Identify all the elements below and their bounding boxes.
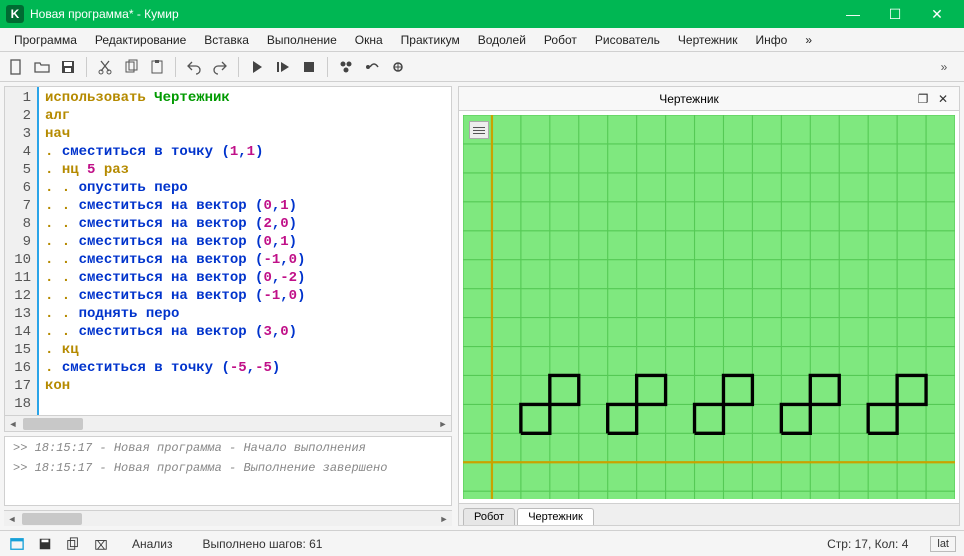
console-panel[interactable]: >> 18:15:17 - Новая программа - Начало в…: [4, 436, 452, 506]
status-analysis-label: Анализ: [124, 537, 181, 551]
menu-item-0[interactable]: Программа: [6, 31, 85, 49]
tab-Робот[interactable]: Робот: [463, 508, 515, 525]
tab-Чертежник[interactable]: Чертежник: [517, 508, 594, 525]
drafter-tabs: РоботЧертежник: [459, 503, 959, 525]
editor-hscrollbar[interactable]: ◄ ►: [5, 415, 451, 431]
save-file-button[interactable]: [56, 55, 80, 79]
status-input-mode[interactable]: lat: [930, 536, 956, 552]
menu-item-7[interactable]: Робот: [536, 31, 585, 49]
menu-item-2[interactable]: Вставка: [196, 31, 257, 49]
menu-item-3[interactable]: Выполнение: [259, 31, 345, 49]
scroll-thumb[interactable]: [22, 513, 82, 525]
drafter-title: Чертежник: [465, 92, 913, 106]
toolbar: »: [0, 52, 964, 82]
editor-panel: 123456789101112131415161718 использовать…: [4, 86, 452, 432]
main-content: 123456789101112131415161718 использовать…: [0, 82, 964, 530]
drafter-close-button[interactable]: ✕: [933, 90, 953, 108]
menu-item-5[interactable]: Практикум: [393, 31, 468, 49]
scroll-left-icon[interactable]: ◄: [5, 416, 21, 432]
open-file-button[interactable]: [30, 55, 54, 79]
canvas-menu-button[interactable]: [469, 121, 489, 139]
actor-turtle-button[interactable]: [386, 55, 410, 79]
scroll-right-icon[interactable]: ►: [436, 511, 452, 527]
menu-item-11[interactable]: »: [797, 31, 820, 49]
menu-item-9[interactable]: Чертежник: [670, 31, 746, 49]
redo-button[interactable]: [208, 55, 232, 79]
scroll-left-icon[interactable]: ◄: [4, 511, 20, 527]
status-cursor-label: Стр: 17, Кол: 4: [819, 537, 916, 551]
toolbar-overflow-button[interactable]: »: [932, 55, 956, 79]
undo-button[interactable]: [182, 55, 206, 79]
menu-item-10[interactable]: Инфо: [748, 31, 796, 49]
drafter-detach-button[interactable]: ❐: [913, 90, 933, 108]
menu-item-4[interactable]: Окна: [347, 31, 391, 49]
app-icon: K: [6, 5, 24, 23]
left-pane: 123456789101112131415161718 использовать…: [4, 86, 452, 526]
drafter-canvas-wrap: [459, 111, 959, 503]
editor-code[interactable]: использовать Чертежникалгнач. сместиться…: [39, 87, 451, 415]
status-steps-label: Выполнено шагов: 61: [195, 537, 331, 551]
drafter-canvas[interactable]: [463, 115, 955, 499]
code-editor[interactable]: 123456789101112131415161718 использовать…: [5, 87, 451, 415]
step-button[interactable]: [271, 55, 295, 79]
menu-item-1[interactable]: Редактирование: [87, 31, 194, 49]
drafter-header: Чертежник ❐ ✕: [459, 87, 959, 111]
run-button[interactable]: [245, 55, 269, 79]
status-window-icon[interactable]: [8, 535, 26, 553]
drafter-panel: Чертежник ❐ ✕ РоботЧертежник: [458, 86, 960, 526]
status-copy-icon[interactable]: [64, 535, 82, 553]
cut-button[interactable]: [93, 55, 117, 79]
editor-gutter: 123456789101112131415161718: [5, 87, 39, 415]
console-hscrollbar[interactable]: ◄ ►: [4, 510, 452, 526]
window-titlebar: K Новая программа* - Кумир — ☐ ✕: [0, 0, 964, 28]
statusbar: Анализ Выполнено шагов: 61 Стр: 17, Кол:…: [0, 530, 964, 556]
window-maximize-button[interactable]: ☐: [874, 0, 916, 28]
menubar: ПрограммаРедактированиеВставкаВыполнение…: [0, 28, 964, 52]
menu-item-8[interactable]: Рисователь: [587, 31, 668, 49]
actor-drafter-button[interactable]: [360, 55, 384, 79]
window-title: Новая программа* - Кумир: [30, 7, 179, 21]
status-clear-icon[interactable]: [92, 535, 110, 553]
window-close-button[interactable]: ✕: [916, 0, 958, 28]
stop-button[interactable]: [297, 55, 321, 79]
actor-robot-button[interactable]: [334, 55, 358, 79]
menu-item-6[interactable]: Водолей: [470, 31, 534, 49]
status-save-icon[interactable]: [36, 535, 54, 553]
paste-button[interactable]: [145, 55, 169, 79]
scroll-right-icon[interactable]: ►: [435, 416, 451, 432]
scroll-thumb[interactable]: [23, 418, 83, 430]
window-minimize-button[interactable]: —: [832, 0, 874, 28]
copy-button[interactable]: [119, 55, 143, 79]
new-file-button[interactable]: [4, 55, 28, 79]
